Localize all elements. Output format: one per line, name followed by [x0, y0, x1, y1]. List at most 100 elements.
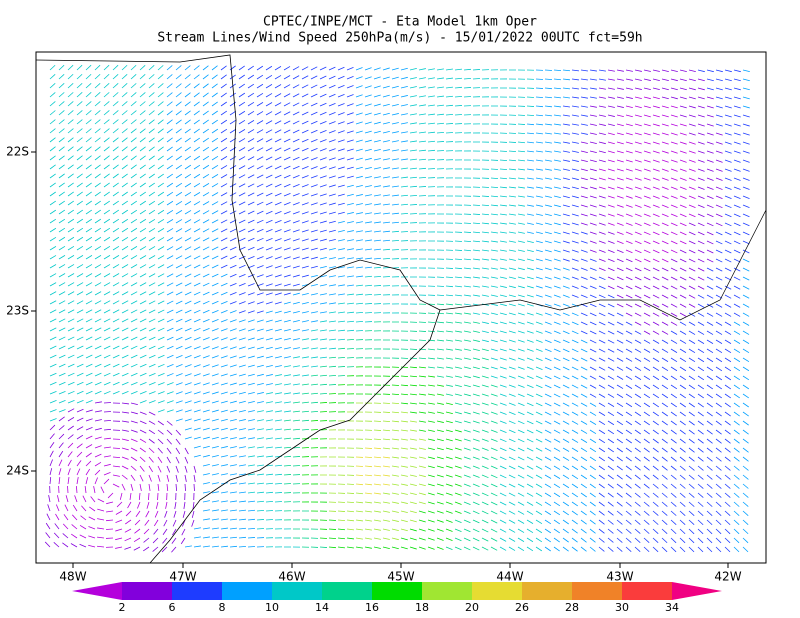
- streamline-segment: [445, 77, 453, 80]
- streamline-segment: [625, 519, 632, 525]
- streamline-segment: [328, 184, 336, 188]
- streamline-segment: [562, 312, 570, 316]
- streamline-segment: [76, 273, 84, 278]
- streamline-segment: [49, 418, 57, 422]
- streamline-segment: [283, 165, 291, 170]
- streamline-segment: [157, 420, 164, 426]
- streamline-segment: [643, 474, 650, 480]
- streamline-segment: [166, 255, 174, 260]
- streamline-segment: [133, 537, 141, 543]
- streamline-segment: [211, 137, 219, 143]
- streamline-segment: [535, 141, 543, 144]
- streamline-segment: [130, 429, 138, 433]
- streamline-segment: [490, 240, 498, 243]
- streamline-segment: [130, 318, 138, 323]
- streamline-segment: [490, 456, 498, 461]
- streamline-segment: [202, 192, 210, 197]
- streamline-segment: [355, 103, 363, 107]
- streamline-segment: [535, 231, 543, 235]
- streamline-segment: [481, 447, 489, 451]
- streamline-segment: [517, 474, 525, 479]
- streamline-segment: [121, 146, 128, 152]
- streamline-segment: [391, 429, 399, 432]
- streamline-segment: [724, 411, 731, 417]
- streamline-segment: [166, 291, 174, 296]
- streamline-segment: [598, 87, 606, 90]
- streamline-segment: [661, 150, 669, 154]
- streamline-segment: [337, 75, 345, 80]
- streamline-segment: [427, 104, 435, 107]
- streamline-segment: [661, 411, 668, 417]
- streamline-segment: [319, 402, 328, 404]
- streamline-segment: [184, 173, 192, 179]
- streamline-segment: [589, 375, 597, 380]
- streamline-segment: [346, 257, 354, 260]
- streamline-segment: [409, 447, 417, 450]
- streamline-segment: [97, 527, 105, 530]
- streamline-segment: [553, 222, 561, 226]
- streamline-segment: [733, 339, 741, 344]
- streamline-segment: [400, 447, 408, 450]
- streamline-segment: [391, 122, 399, 125]
- streamline-segment: [115, 546, 123, 549]
- streamline-segment: [580, 294, 588, 299]
- streamline-segment: [535, 213, 543, 216]
- streamline-segment: [436, 150, 445, 152]
- streamline-segment: [58, 236, 66, 242]
- streamline-segment: [553, 267, 561, 271]
- streamline-segment: [733, 141, 741, 145]
- streamline-segment: [589, 303, 597, 308]
- streamline-segment: [265, 510, 274, 512]
- streamline-segment: [508, 240, 516, 243]
- streamline-segment: [247, 464, 255, 467]
- streamline-segment: [589, 420, 597, 425]
- streamline-segment: [697, 204, 705, 209]
- streamline-segment: [436, 438, 444, 442]
- streamline-segment: [634, 393, 642, 399]
- streamline-segment: [661, 78, 669, 82]
- streamline-segment: [283, 220, 291, 224]
- streamline-segment: [400, 474, 408, 477]
- streamline-segment: [346, 103, 354, 107]
- streamline-segment: [229, 319, 237, 323]
- streamline-segment: [337, 220, 345, 224]
- streamline-segment: [535, 384, 543, 389]
- streamline-segment: [679, 465, 686, 471]
- streamline-segment: [103, 236, 111, 242]
- streamline-segment: [283, 474, 292, 476]
- streamline-segment: [166, 173, 174, 179]
- streamline-segment: [625, 501, 632, 507]
- streamline-segment: [247, 527, 256, 530]
- streamline-segment: [121, 447, 129, 451]
- streamline-segment: [535, 420, 543, 425]
- streamline-segment: [283, 383, 291, 386]
- streamline-segment: [634, 69, 642, 72]
- streamline-segment: [373, 158, 381, 161]
- streamline-segment: [310, 347, 318, 350]
- streamline-segment: [625, 420, 633, 426]
- streamline-segment: [463, 285, 471, 288]
- streamline-segment: [553, 519, 561, 525]
- streamline-segment: [319, 202, 327, 206]
- streamline-segment: [103, 245, 111, 251]
- streamline-segment: [634, 105, 642, 109]
- streamline-segment: [427, 528, 435, 532]
- streamline-segment: [58, 416, 65, 422]
- streamline-segment: [517, 195, 525, 198]
- streamline-segment: [337, 275, 345, 278]
- streamline-segment: [382, 402, 391, 404]
- streamline-segment: [229, 292, 237, 296]
- streamline-segment: [526, 321, 534, 325]
- streamline-segment: [202, 509, 210, 512]
- streamline-segment: [598, 267, 606, 271]
- streamline-segment: [175, 264, 183, 269]
- streamline-segment: [616, 303, 624, 308]
- streamline-segment: [157, 164, 164, 170]
- streamline-segment: [481, 195, 490, 197]
- streamline-segment: [436, 321, 444, 324]
- streamline-segment: [283, 265, 291, 269]
- streamline-segment: [544, 141, 552, 144]
- streamline-segment: [328, 166, 336, 170]
- streamline-segment: [292, 220, 300, 224]
- streamline-segment: [562, 501, 570, 507]
